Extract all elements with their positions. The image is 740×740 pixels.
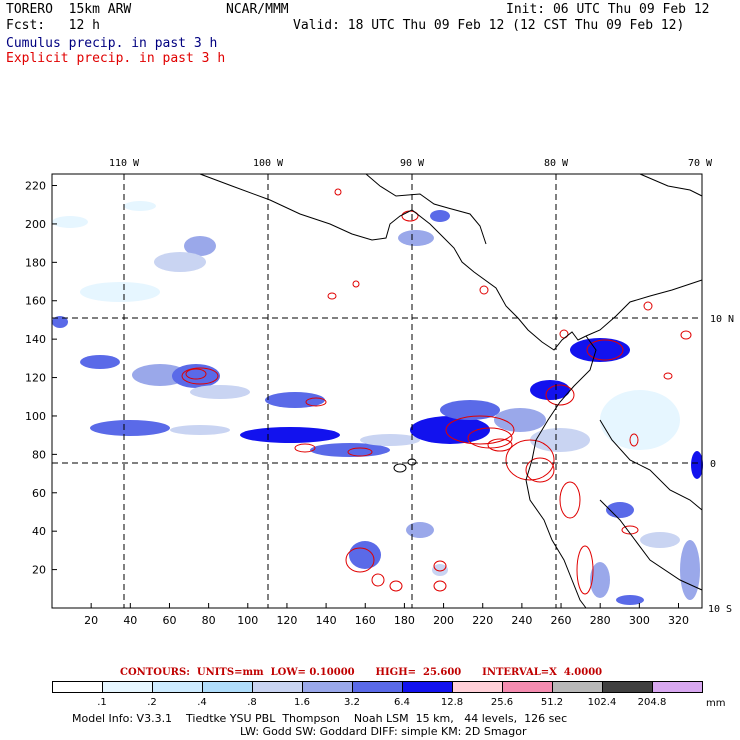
y-tick-label: 180 bbox=[25, 256, 46, 269]
y-tick-label: 20 bbox=[32, 564, 46, 577]
y-tick-label: 220 bbox=[25, 180, 46, 193]
y-tick-label: 140 bbox=[25, 333, 46, 346]
org-label: NCAR/MMM bbox=[226, 2, 289, 17]
physics-info: LW: Godd SW: Goddard DIFF: simple KM: 2D… bbox=[240, 725, 527, 738]
colorbar-swatch bbox=[252, 681, 303, 693]
plot-frame bbox=[51, 173, 703, 609]
colorbar-swatch bbox=[152, 681, 203, 693]
explicit-precip-contours bbox=[181, 188, 692, 595]
x-tick-label: 140 bbox=[316, 614, 337, 627]
x-tick-label: 240 bbox=[511, 614, 532, 627]
colorbar-swatch bbox=[402, 681, 453, 693]
colorbar-level-label: 204.8 bbox=[637, 697, 667, 708]
legend-cumulus: Cumulus precip. in past 3 h bbox=[6, 36, 218, 51]
colorbar-swatch bbox=[502, 681, 553, 693]
x-tick-label: 260 bbox=[551, 614, 572, 627]
lat-label-10s: 10 S bbox=[708, 604, 732, 615]
colorbar-swatch bbox=[302, 681, 353, 693]
model-info: Model Info: V3.3.1 Tiedtke YSU PBL Thomp… bbox=[72, 712, 568, 725]
x-tick-label: 300 bbox=[629, 614, 650, 627]
y-axis-ticks: 20 40 60 80 100 120 140 160 180 200 220 bbox=[25, 180, 57, 577]
cumulus-precip-shading bbox=[52, 201, 703, 605]
x-tick-label: 100 bbox=[237, 614, 258, 627]
colorbar-level-label: .8 bbox=[247, 697, 257, 708]
colorbar-swatch bbox=[202, 681, 253, 693]
x-tick-label: 160 bbox=[355, 614, 376, 627]
lat-label-0: 0 bbox=[710, 459, 716, 470]
colorbar-level-label: .1 bbox=[97, 697, 107, 708]
colorbar-level-label: 25.6 bbox=[490, 697, 514, 708]
colorbar-swatch bbox=[102, 681, 153, 693]
lat-label-10n: 10 N bbox=[710, 314, 734, 325]
lon-label-110w: 110 W bbox=[109, 158, 140, 169]
y-tick-label: 120 bbox=[25, 372, 46, 385]
colorbar-unit: mm bbox=[706, 698, 726, 709]
y-tick-label: 100 bbox=[25, 410, 46, 423]
colorbar-level-label: 6.4 bbox=[394, 697, 410, 708]
lon-label-80w: 80 W bbox=[544, 158, 569, 169]
colorbar-level-label: 51.2 bbox=[540, 697, 564, 708]
x-tick-label: 20 bbox=[84, 614, 98, 627]
contour-info: CONTOURS: UNITS=mm LOW= 0.10000 HIGH= 25… bbox=[120, 667, 603, 678]
x-tick-label: 40 bbox=[123, 614, 137, 627]
colorbar-swatch bbox=[652, 681, 703, 693]
colorbar-swatch bbox=[52, 681, 103, 693]
x-axis-ticks: 20 40 60 80 100 120 140 160 180 200 220 240 260 280 30… bbox=[84, 603, 689, 627]
x-tick-label: 280 bbox=[590, 614, 611, 627]
init-time: Init: 06 UTC Thu 09 Feb 12 bbox=[506, 2, 710, 17]
colorbar-level-label: 12.8 bbox=[440, 697, 464, 708]
legend-explicit: Explicit precip. in past 3 h bbox=[6, 51, 226, 66]
colorbar-swatch bbox=[352, 681, 403, 693]
colorbar-level-label: 1.6 bbox=[294, 697, 310, 708]
colorbar-swatch bbox=[452, 681, 503, 693]
x-tick-label: 320 bbox=[668, 614, 689, 627]
colorbar-level-label: 3.2 bbox=[344, 697, 360, 708]
plot-area bbox=[52, 174, 702, 608]
colorbar-level-label: 102.4 bbox=[587, 697, 617, 708]
y-tick-label: 80 bbox=[32, 448, 46, 461]
x-tick-label: 180 bbox=[394, 614, 415, 627]
colorbar-level-label: .4 bbox=[197, 697, 207, 708]
y-tick-label: 40 bbox=[32, 525, 46, 538]
x-tick-label: 200 bbox=[433, 614, 454, 627]
y-tick-label: 60 bbox=[32, 487, 46, 500]
lon-label-100w: 100 W bbox=[253, 158, 284, 169]
coastlines bbox=[199, 173, 703, 609]
colorbar-level-label: .2 bbox=[147, 697, 157, 708]
colorbar-swatch bbox=[602, 681, 653, 693]
x-tick-label: 220 bbox=[472, 614, 493, 627]
x-tick-label: 60 bbox=[162, 614, 176, 627]
valid-time: Valid: 18 UTC Thu 09 Feb 12 (12 CST Thu … bbox=[293, 18, 685, 33]
x-tick-label: 80 bbox=[202, 614, 216, 627]
forecast-hour: Fcst: 12 h bbox=[6, 18, 100, 33]
lon-label-70w: 70 W bbox=[688, 158, 713, 169]
y-tick-label: 160 bbox=[25, 295, 46, 308]
colorbar-swatch bbox=[552, 681, 603, 693]
model-title: TORERO 15km ARW bbox=[6, 2, 132, 17]
x-tick-label: 120 bbox=[276, 614, 297, 627]
y-tick-label: 200 bbox=[25, 218, 46, 231]
lon-label-90w: 90 W bbox=[400, 158, 425, 169]
latlon-grid bbox=[52, 174, 702, 608]
